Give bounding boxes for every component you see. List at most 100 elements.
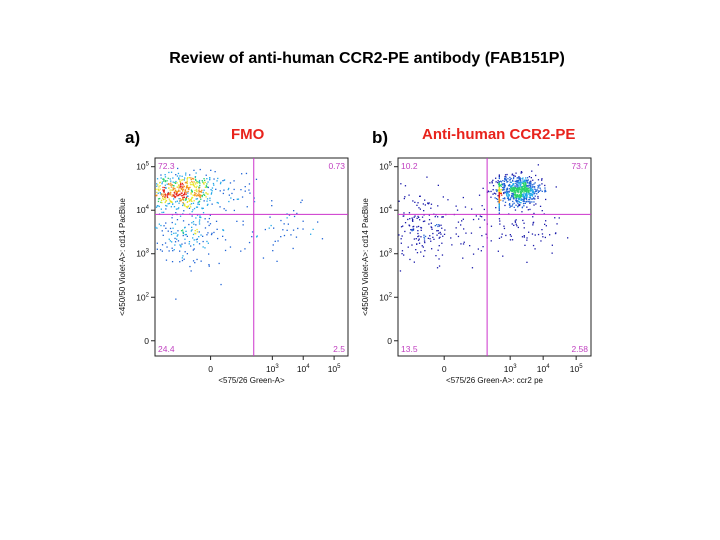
data-point — [497, 195, 499, 197]
data-point — [498, 195, 500, 197]
data-point — [519, 181, 521, 184]
data-point — [215, 220, 218, 222]
data-point — [532, 192, 534, 194]
data-point — [182, 202, 184, 204]
data-point — [510, 187, 512, 189]
data-point — [531, 198, 533, 200]
data-point — [170, 182, 172, 184]
data-point — [532, 188, 534, 190]
data-point — [159, 197, 161, 200]
data-point — [533, 201, 535, 203]
data-point — [516, 181, 518, 183]
data-point — [175, 232, 177, 234]
data-point — [178, 177, 180, 180]
data-point — [256, 236, 258, 238]
data-point — [495, 198, 498, 200]
data-point — [185, 198, 187, 200]
data-point — [523, 180, 525, 183]
data-point — [407, 246, 409, 248]
data-point — [457, 221, 460, 223]
data-point — [424, 199, 426, 201]
data-point — [173, 187, 175, 189]
data-point — [161, 181, 163, 183]
data-point — [209, 197, 211, 199]
data-point — [192, 233, 195, 236]
data-point — [163, 190, 165, 192]
data-point — [504, 177, 506, 180]
data-point — [498, 196, 500, 199]
data-point — [418, 235, 420, 237]
data-point — [198, 188, 200, 190]
data-point — [160, 193, 162, 195]
data-point — [159, 188, 161, 190]
data-point — [198, 190, 200, 193]
data-point — [173, 196, 176, 198]
data-point — [430, 203, 433, 205]
data-point — [188, 198, 190, 200]
data-point — [163, 225, 165, 227]
data-point — [528, 188, 530, 190]
data-point — [206, 178, 208, 180]
data-point — [521, 198, 523, 201]
data-point — [255, 178, 258, 180]
data-point — [162, 195, 164, 198]
data-point — [500, 185, 502, 188]
data-point — [161, 244, 164, 246]
data-point — [443, 233, 446, 235]
data-point — [165, 208, 167, 210]
data-point — [505, 188, 508, 190]
data-point — [204, 179, 206, 182]
data-point — [164, 180, 166, 182]
data-point — [166, 195, 168, 197]
data-point — [204, 218, 206, 220]
data-point — [518, 200, 520, 202]
data-point — [456, 209, 459, 211]
data-point — [471, 267, 474, 269]
data-point — [442, 196, 444, 198]
data-point — [312, 228, 314, 230]
data-point — [505, 234, 507, 237]
data-point — [517, 190, 519, 192]
data-point — [512, 203, 514, 205]
data-point — [408, 194, 410, 196]
x-tick-label: 105 — [328, 364, 341, 374]
data-point — [521, 191, 523, 193]
data-point — [202, 191, 204, 194]
data-point — [191, 200, 193, 202]
data-point — [174, 244, 176, 246]
data-point — [157, 198, 160, 200]
data-point — [401, 253, 403, 255]
data-point — [172, 188, 175, 191]
data-point — [160, 199, 163, 201]
data-point — [535, 189, 537, 191]
data-point — [192, 221, 195, 223]
data-point — [204, 247, 206, 249]
data-point — [229, 246, 232, 248]
data-point — [520, 171, 523, 173]
data-point — [534, 195, 536, 197]
data-point — [506, 197, 509, 199]
data-point — [523, 198, 525, 200]
data-point — [169, 227, 172, 230]
data-point — [186, 186, 188, 188]
data-point — [174, 237, 176, 240]
data-point — [182, 189, 184, 191]
data-point — [179, 186, 181, 188]
data-point — [523, 197, 525, 199]
data-point — [156, 191, 158, 194]
data-point — [163, 193, 166, 195]
data-point — [424, 235, 427, 238]
data-point — [532, 224, 534, 226]
data-point — [188, 188, 190, 190]
data-point — [501, 183, 503, 185]
data-point — [199, 168, 201, 171]
data-point — [193, 239, 195, 241]
data-point — [530, 192, 532, 194]
data-point — [419, 195, 421, 197]
data-point — [523, 183, 525, 185]
data-point — [158, 190, 160, 192]
data-point — [177, 190, 179, 193]
data-point — [202, 181, 204, 183]
data-point — [534, 192, 536, 194]
data-point — [518, 189, 520, 191]
